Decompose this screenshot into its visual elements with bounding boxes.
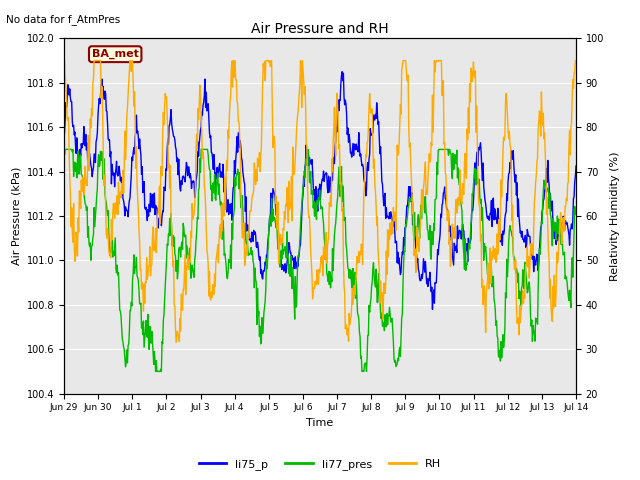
Y-axis label: Relativity Humidity (%): Relativity Humidity (%) bbox=[610, 151, 620, 281]
Title: Air Pressure and RH: Air Pressure and RH bbox=[251, 22, 389, 36]
Y-axis label: Air Pressure (kPa): Air Pressure (kPa) bbox=[11, 167, 21, 265]
Text: BA_met: BA_met bbox=[92, 49, 139, 60]
Legend: li75_p, li77_pres, RH: li75_p, li77_pres, RH bbox=[195, 455, 445, 474]
X-axis label: Time: Time bbox=[307, 418, 333, 428]
Text: No data for f_AtmPres: No data for f_AtmPres bbox=[6, 14, 121, 25]
